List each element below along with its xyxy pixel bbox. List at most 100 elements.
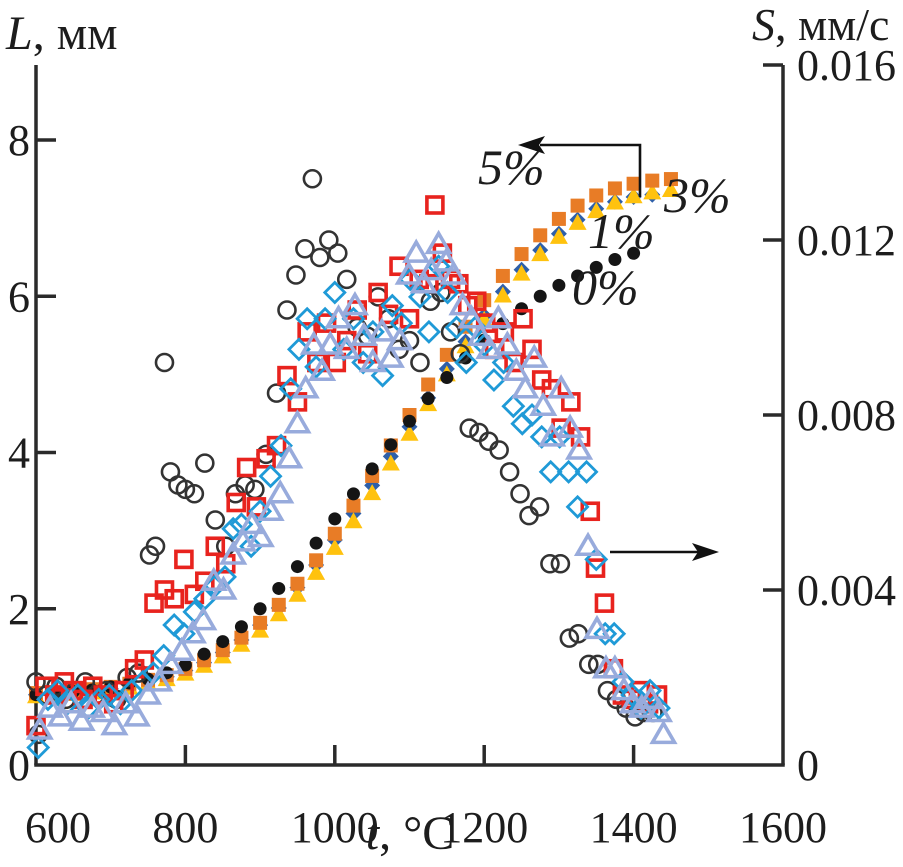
marker — [529, 391, 558, 417]
marker — [448, 291, 477, 316]
marker — [290, 576, 305, 591]
marker — [328, 512, 342, 526]
marker — [56, 689, 86, 714]
marker — [266, 479, 295, 504]
marker — [620, 683, 645, 707]
x-tick-label: 600 — [25, 803, 91, 852]
marker — [128, 663, 149, 683]
marker — [184, 483, 205, 504]
x-tick-label: 1400 — [590, 803, 678, 852]
marker — [481, 368, 506, 392]
marker — [636, 684, 665, 710]
marker — [253, 602, 267, 616]
marker — [578, 654, 599, 675]
marker — [435, 280, 460, 305]
marker — [199, 566, 228, 592]
marker — [454, 350, 479, 375]
marker — [384, 438, 398, 452]
right-tick-label: 0.008 — [797, 391, 896, 440]
marker — [344, 512, 363, 529]
marker — [552, 278, 566, 292]
marker — [302, 168, 323, 189]
marker — [221, 516, 246, 541]
marker — [272, 581, 286, 595]
marker — [570, 198, 585, 213]
marker — [228, 527, 258, 552]
marker — [538, 459, 563, 484]
marker — [205, 536, 226, 557]
marker — [589, 260, 603, 274]
marker — [439, 260, 468, 285]
marker — [25, 715, 54, 740]
marker — [297, 322, 317, 342]
marker — [327, 243, 348, 263]
marker — [325, 538, 344, 555]
marker — [456, 337, 475, 354]
marker — [459, 418, 480, 438]
marker — [144, 593, 164, 613]
marker — [466, 321, 495, 347]
marker — [403, 414, 416, 428]
marker — [45, 678, 70, 703]
marker — [402, 238, 431, 263]
left-axis-unit: , мм — [32, 7, 118, 60]
marker — [67, 706, 96, 732]
marker — [319, 230, 339, 250]
marker — [324, 304, 353, 329]
marker — [400, 424, 419, 441]
marker — [551, 211, 566, 226]
marker — [512, 264, 531, 281]
curve-label-5pct: 5% — [478, 139, 545, 195]
marker — [624, 187, 643, 204]
marker — [574, 459, 599, 484]
marker — [189, 606, 218, 631]
marker — [349, 321, 379, 347]
right-tick-label: 0 — [797, 741, 819, 790]
marker — [313, 306, 338, 331]
left-tick-label: 0 — [8, 741, 30, 790]
marker — [256, 448, 276, 469]
marker — [46, 702, 75, 727]
marker — [520, 343, 549, 368]
right-tick-label: 0.016 — [797, 41, 896, 90]
marker — [531, 245, 550, 262]
left-axis-arrowhead — [518, 136, 545, 154]
marker — [358, 347, 388, 373]
marker — [602, 621, 627, 646]
marker — [410, 352, 430, 373]
marker — [239, 534, 264, 559]
marker — [608, 253, 622, 267]
marker — [256, 496, 285, 522]
marker — [559, 628, 580, 648]
marker — [277, 300, 297, 320]
curve-label-0pct: 0% — [572, 259, 639, 315]
marker — [585, 558, 606, 578]
x-axis-title: t, °C — [60, 810, 760, 858]
right-tick-label: 0.012 — [797, 216, 896, 265]
marker — [271, 597, 286, 612]
marker — [394, 260, 423, 285]
marker — [368, 282, 388, 303]
marker — [547, 424, 572, 449]
marker — [288, 585, 307, 602]
marker — [234, 620, 248, 634]
marker — [533, 228, 548, 243]
marker — [589, 188, 604, 203]
marker — [266, 435, 287, 456]
marker — [594, 593, 615, 613]
marker — [568, 213, 587, 230]
left-axis-variable: L — [6, 7, 33, 60]
x-tick-label: 1600 — [739, 803, 827, 852]
marker — [540, 553, 560, 574]
marker — [571, 269, 585, 283]
x-tick-label: 1200 — [440, 803, 528, 852]
marker — [484, 304, 513, 329]
left-tick-label: 6 — [8, 272, 30, 321]
marker — [269, 433, 293, 458]
marker — [336, 269, 357, 290]
x-axis-variable: t — [365, 807, 380, 860]
marker — [363, 484, 382, 501]
marker — [466, 291, 487, 312]
axis-indicator-arrows — [518, 136, 719, 561]
